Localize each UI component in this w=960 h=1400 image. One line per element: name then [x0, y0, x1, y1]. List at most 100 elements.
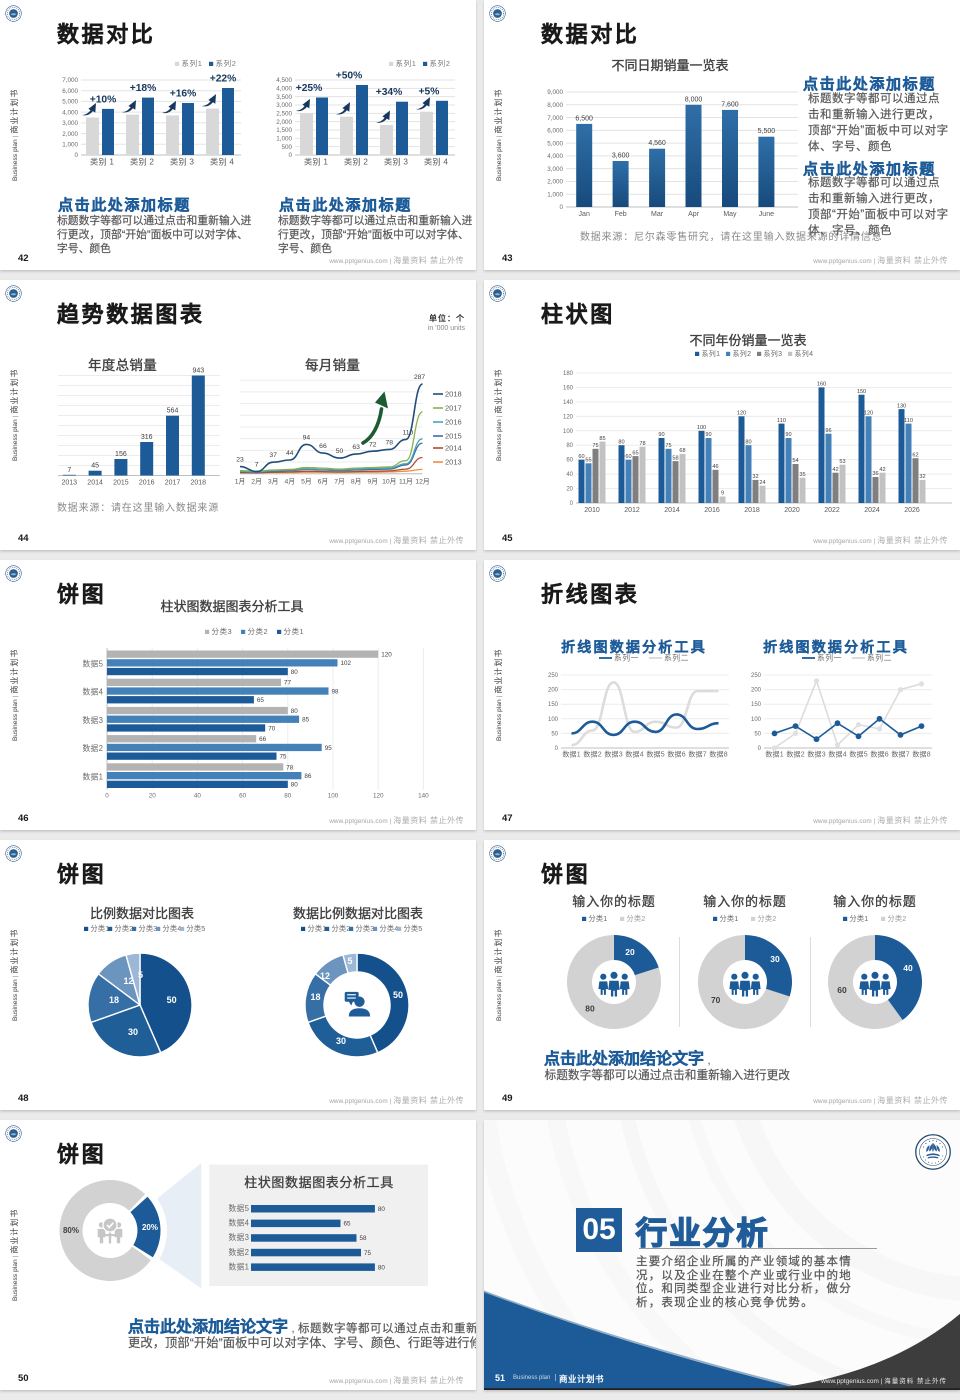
svg-text:2022: 2022	[824, 507, 840, 514]
svg-text:5月: 5月	[301, 477, 312, 485]
svg-text:3,000: 3,000	[547, 166, 563, 173]
svg-text:2017: 2017	[445, 404, 462, 413]
svg-text:23: 23	[236, 457, 244, 464]
svg-text:0: 0	[288, 152, 292, 159]
svg-text:102: 102	[341, 660, 352, 667]
svg-text:130: 130	[897, 403, 906, 409]
svg-text:系列2: 系列2	[430, 58, 450, 68]
svg-text:63: 63	[352, 444, 360, 451]
svg-text:数据1: 数据1	[228, 1261, 249, 1271]
svg-text:200: 200	[548, 688, 559, 694]
svg-text:2020: 2020	[784, 507, 800, 514]
svg-text:7: 7	[255, 462, 259, 469]
svg-text:数据8: 数据8	[912, 750, 930, 759]
svg-text:54: 54	[792, 458, 798, 464]
svg-text:7,600: 7,600	[721, 101, 739, 108]
svg-text:24: 24	[759, 480, 765, 486]
svg-text:数据2: 数据2	[82, 743, 103, 753]
svg-text:40: 40	[566, 472, 573, 478]
svg-text:Apr: Apr	[688, 211, 700, 218]
svg-text:156: 156	[115, 451, 127, 458]
svg-text:1,000: 1,000	[547, 191, 563, 198]
svg-text:150: 150	[751, 702, 762, 708]
svg-text:2,000: 2,000	[547, 179, 563, 186]
svg-text:分类5: 分类5	[404, 924, 423, 933]
svg-text:110: 110	[777, 418, 786, 424]
svg-text:150: 150	[548, 702, 559, 708]
svg-text:6,000: 6,000	[547, 128, 563, 135]
svg-text:分类2: 分类2	[332, 924, 351, 933]
svg-text:柱状图数据图表分析工具: 柱状图数据图表分析工具	[244, 1175, 394, 1190]
svg-text:85: 85	[302, 717, 310, 724]
svg-text:20: 20	[149, 793, 157, 800]
svg-text:72: 72	[369, 441, 377, 448]
svg-text:18: 18	[109, 995, 119, 1005]
svg-text:数据8: 数据8	[709, 750, 727, 759]
svg-text:系列1: 系列1	[396, 58, 416, 68]
svg-text:类别 4: 类别 4	[210, 157, 234, 167]
svg-text:数据3: 数据3	[807, 750, 825, 759]
svg-text:分类1: 分类1	[850, 914, 869, 923]
svg-text:分类3: 分类3	[139, 924, 158, 933]
svg-text:58: 58	[360, 1235, 368, 1242]
svg-text:70: 70	[711, 995, 721, 1005]
svg-text:95: 95	[325, 745, 333, 752]
svg-text:+16%: +16%	[170, 89, 197, 100]
svg-text:类别 3: 类别 3	[170, 157, 194, 167]
svg-text:250: 250	[548, 673, 559, 679]
svg-text:564: 564	[167, 408, 179, 415]
svg-text:类别 1: 类别 1	[90, 157, 114, 167]
svg-text:2,500: 2,500	[276, 111, 292, 118]
svg-text:5: 5	[138, 970, 143, 980]
svg-text:2月: 2月	[251, 477, 262, 485]
svg-text:60: 60	[837, 985, 847, 995]
svg-text:+50%: +50%	[336, 71, 363, 82]
svg-text:42: 42	[832, 467, 838, 473]
svg-text:0: 0	[559, 204, 563, 211]
svg-text:140: 140	[563, 400, 574, 406]
svg-text:30: 30	[128, 1027, 138, 1037]
svg-text:Jan: Jan	[579, 211, 590, 218]
svg-text:分类2: 分类2	[627, 914, 646, 923]
svg-text:55: 55	[585, 457, 591, 463]
svg-text:65: 65	[344, 1221, 352, 1228]
svg-text:4月: 4月	[284, 477, 295, 485]
svg-text:分类4: 分类4	[380, 924, 399, 933]
svg-text:287: 287	[414, 374, 426, 381]
svg-text:4,500: 4,500	[276, 77, 292, 84]
svg-text:120: 120	[864, 411, 873, 417]
svg-text:75: 75	[665, 443, 671, 449]
svg-text:65: 65	[257, 697, 265, 704]
svg-text:系列3: 系列3	[764, 349, 783, 358]
svg-text:943: 943	[192, 368, 204, 375]
svg-text:0: 0	[758, 746, 762, 752]
svg-text:60: 60	[578, 454, 584, 460]
svg-text:44: 44	[286, 450, 294, 457]
svg-text:2017: 2017	[165, 480, 181, 487]
svg-text:100: 100	[751, 717, 762, 723]
svg-text:110: 110	[904, 418, 913, 424]
svg-text:12: 12	[123, 976, 133, 986]
svg-text:70: 70	[268, 725, 276, 732]
svg-text:62: 62	[912, 452, 918, 458]
svg-text:2015: 2015	[445, 432, 462, 441]
svg-text:数据2: 数据2	[228, 1247, 249, 1257]
svg-text:80: 80	[378, 1264, 386, 1271]
svg-text:35: 35	[799, 472, 805, 478]
svg-text:250: 250	[751, 673, 762, 679]
svg-text:11月: 11月	[399, 477, 413, 485]
svg-text:80%: 80%	[63, 1226, 79, 1235]
svg-text:2,000: 2,000	[276, 119, 292, 126]
svg-text:分类2: 分类2	[115, 924, 134, 933]
svg-text:1,000: 1,000	[276, 136, 292, 143]
svg-text:3,000: 3,000	[62, 120, 78, 127]
svg-text:1,000: 1,000	[62, 141, 78, 148]
svg-text:4,560: 4,560	[648, 140, 666, 147]
svg-text:分类1: 分类1	[720, 914, 739, 923]
svg-text:数据1: 数据1	[765, 750, 783, 759]
svg-text:分类4: 分类4	[163, 924, 182, 933]
svg-text:5,000: 5,000	[547, 140, 563, 147]
svg-text:7,000: 7,000	[547, 115, 563, 122]
svg-text:120: 120	[373, 793, 384, 800]
svg-text:分类5: 分类5	[187, 924, 206, 933]
